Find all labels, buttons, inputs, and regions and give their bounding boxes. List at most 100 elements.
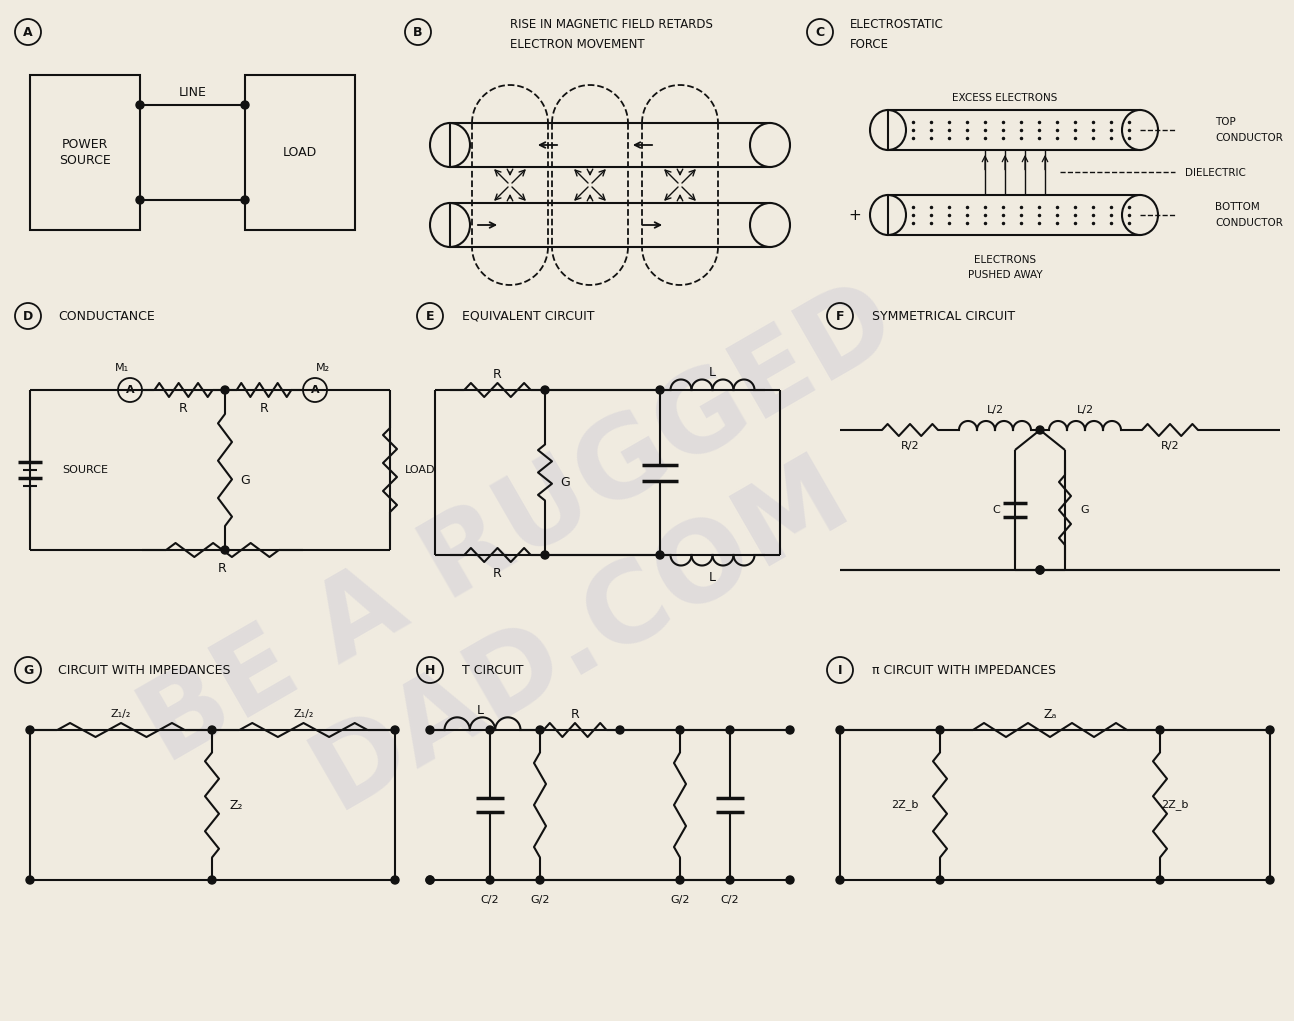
Text: E: E (426, 309, 435, 323)
Text: G/2: G/2 (531, 895, 550, 905)
Text: G: G (239, 474, 250, 486)
Circle shape (426, 726, 433, 734)
Text: RISE IN MAGNETIC FIELD RETARDS: RISE IN MAGNETIC FIELD RETARDS (510, 18, 713, 32)
Text: L: L (476, 703, 484, 717)
Circle shape (541, 551, 549, 560)
Text: CONDUCTANCE: CONDUCTANCE (58, 309, 155, 323)
Circle shape (391, 726, 399, 734)
Circle shape (656, 386, 664, 394)
Text: A: A (23, 26, 32, 39)
Text: POWER
SOURCE: POWER SOURCE (60, 139, 111, 166)
Ellipse shape (751, 123, 791, 167)
Text: G: G (1080, 505, 1088, 515)
Text: Z₁/₂: Z₁/₂ (294, 709, 313, 719)
Circle shape (726, 726, 734, 734)
Ellipse shape (1122, 110, 1158, 150)
Bar (30, 75, 140, 230)
Text: BE A RUGGED
DAD.COM: BE A RUGGED DAD.COM (124, 268, 976, 892)
Text: C: C (992, 505, 1000, 515)
Bar (245, 75, 355, 230)
Circle shape (241, 196, 248, 204)
Circle shape (675, 726, 685, 734)
Circle shape (487, 726, 494, 734)
Text: B: B (413, 26, 423, 39)
Text: DIELECTRIC: DIELECTRIC (1185, 167, 1246, 178)
Text: Zₐ: Zₐ (1043, 708, 1057, 721)
Circle shape (836, 876, 844, 884)
Text: R: R (493, 567, 502, 580)
Circle shape (136, 101, 144, 109)
Text: C/2: C/2 (480, 895, 499, 905)
Text: ELECTRON MOVEMENT: ELECTRON MOVEMENT (510, 39, 644, 51)
Text: BOTTOM: BOTTOM (1215, 202, 1260, 212)
Circle shape (1036, 566, 1044, 574)
Circle shape (1036, 426, 1044, 434)
Text: M₂: M₂ (316, 363, 330, 373)
Bar (450, 203, 770, 247)
Text: R/2: R/2 (1161, 441, 1179, 451)
Circle shape (616, 726, 624, 734)
Circle shape (208, 876, 216, 884)
Circle shape (391, 876, 399, 884)
Text: ELECTROSTATIC: ELECTROSTATIC (850, 18, 943, 32)
Circle shape (785, 876, 795, 884)
Text: R: R (179, 401, 188, 415)
Text: G: G (23, 664, 34, 677)
Bar (888, 195, 1140, 235)
Text: H: H (424, 664, 435, 677)
Text: +: + (849, 207, 862, 223)
Text: SOURCE: SOURCE (62, 465, 107, 475)
Text: LINE: LINE (179, 87, 207, 99)
Circle shape (26, 726, 34, 734)
Text: π CIRCUIT WITH IMPEDANCES: π CIRCUIT WITH IMPEDANCES (872, 664, 1056, 677)
Circle shape (675, 876, 685, 884)
Circle shape (541, 386, 549, 394)
Text: SYMMETRICAL CIRCUIT: SYMMETRICAL CIRCUIT (872, 309, 1014, 323)
Text: LOAD: LOAD (283, 146, 317, 159)
Circle shape (208, 726, 216, 734)
Text: L/2: L/2 (986, 405, 1004, 415)
Circle shape (241, 101, 248, 109)
Circle shape (1266, 876, 1275, 884)
Text: G: G (560, 476, 569, 489)
Ellipse shape (751, 203, 791, 247)
Circle shape (1266, 726, 1275, 734)
Text: A: A (311, 385, 320, 395)
Circle shape (936, 726, 945, 734)
Text: FORCE: FORCE (850, 39, 889, 51)
Circle shape (536, 726, 543, 734)
Circle shape (26, 876, 34, 884)
Text: R: R (260, 401, 268, 415)
Text: CONDUCTOR: CONDUCTOR (1215, 218, 1282, 228)
Circle shape (656, 551, 664, 560)
Text: M₁: M₁ (115, 363, 129, 373)
Bar (450, 123, 770, 167)
Text: T CIRCUIT: T CIRCUIT (462, 664, 524, 677)
Text: R: R (219, 562, 226, 575)
Circle shape (1036, 566, 1044, 574)
Circle shape (536, 876, 543, 884)
Text: 2Z_b: 2Z_b (1161, 799, 1189, 811)
Circle shape (1156, 876, 1165, 884)
Text: R: R (571, 708, 580, 721)
Text: C/2: C/2 (721, 895, 739, 905)
Text: EXCESS ELECTRONS: EXCESS ELECTRONS (952, 93, 1057, 103)
Circle shape (1156, 726, 1165, 734)
Text: L/2: L/2 (1077, 405, 1093, 415)
Text: Z₂: Z₂ (230, 798, 243, 812)
Text: LOAD: LOAD (405, 465, 436, 475)
Ellipse shape (1122, 195, 1158, 235)
Circle shape (221, 546, 229, 554)
Circle shape (426, 876, 433, 884)
Text: L: L (709, 366, 716, 379)
Circle shape (426, 876, 433, 884)
Text: G/2: G/2 (670, 895, 690, 905)
Text: A: A (126, 385, 135, 395)
Text: EQUIVALENT CIRCUIT: EQUIVALENT CIRCUIT (462, 309, 594, 323)
Text: PUSHED AWAY: PUSHED AWAY (968, 270, 1042, 280)
Text: F: F (836, 309, 844, 323)
Circle shape (221, 386, 229, 394)
Text: C: C (815, 26, 824, 39)
Text: D: D (23, 309, 34, 323)
Circle shape (136, 196, 144, 204)
